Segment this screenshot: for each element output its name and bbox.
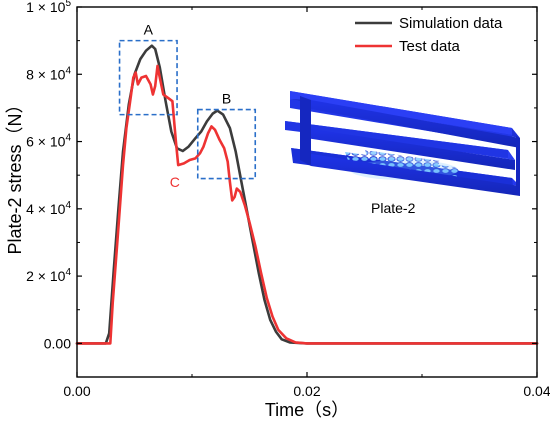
- plot-frame: [76, 6, 538, 378]
- plate-2-render-image: [285, 91, 520, 196]
- legend: Simulation data Test data: [355, 15, 503, 55]
- y-tick-label: 6 × 104: [26, 133, 71, 150]
- inset-label: Plate-2: [371, 200, 416, 216]
- series-group: [75, 44, 539, 345]
- y-axis-title: Plate-2 stress（N）: [5, 95, 25, 254]
- legend-label-test: Test data: [399, 38, 461, 55]
- y-tick-label: 0.00: [44, 335, 71, 351]
- annotation-label-a: A: [144, 22, 154, 38]
- y-tick-label: 2 × 104: [26, 267, 71, 284]
- x-axis-title: Time（s）: [265, 400, 349, 420]
- y-tick-label: 4 × 104: [26, 200, 71, 217]
- series-line-simulation: [75, 44, 539, 345]
- axes-group: 0.00 0.02 0.04 0.00 2 × 104 4 × 104 6 × 104 8 ×…: [26, 0, 550, 399]
- annotation-box-a: [118, 39, 178, 116]
- annotation-label-c: C: [170, 174, 180, 190]
- series-line-test: [75, 64, 539, 345]
- annotation-label-b: B: [222, 91, 231, 107]
- y-tick-label: 8 × 104: [26, 65, 71, 82]
- legend-label-simulation: Simulation data: [399, 15, 503, 32]
- x-tick-label: 0.02: [293, 383, 320, 399]
- annotation-group: A B C: [118, 22, 257, 190]
- y-tick-label: 1 × 105: [26, 0, 71, 15]
- x-tick-label: 0.04: [523, 383, 550, 399]
- annotation-box-b: [196, 108, 257, 180]
- x-tick-label: 0.00: [63, 383, 90, 399]
